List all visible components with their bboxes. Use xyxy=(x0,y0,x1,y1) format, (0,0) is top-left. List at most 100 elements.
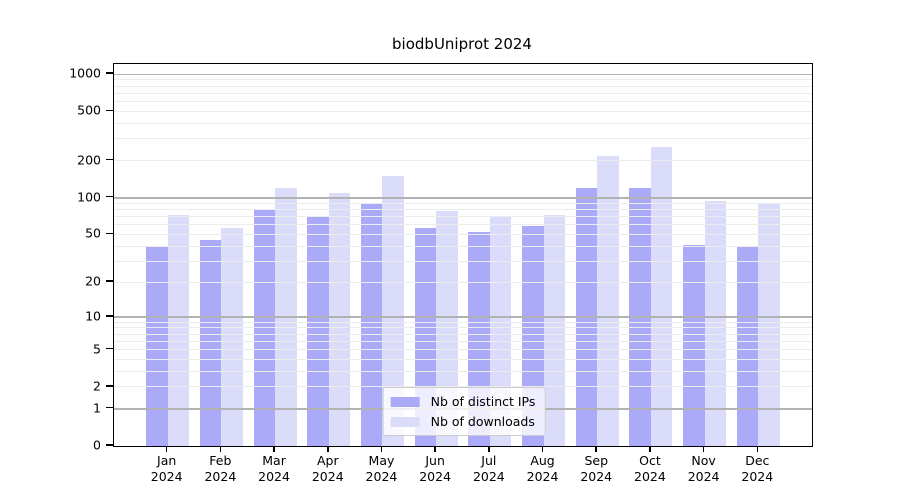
bar-nb-of-downloads-apr xyxy=(328,192,351,446)
bar-nb-of-distinct-ips-nov xyxy=(683,244,705,446)
x-tick-label-sep: Sep 2024 xyxy=(561,453,631,484)
y-tick-mark-200 xyxy=(106,158,113,161)
x-tick-year-jun: 2024 xyxy=(419,468,452,484)
gridline-200 xyxy=(114,160,812,162)
gridline-100 xyxy=(114,197,812,199)
x-tick-mark-jul xyxy=(488,446,490,452)
x-tick-label-may: May 2024 xyxy=(346,453,416,484)
gridline-1000 xyxy=(114,73,812,76)
gridline-700 xyxy=(114,92,812,94)
bar-nb-of-downloads-dec xyxy=(758,203,780,446)
y-tick-mark-100 xyxy=(106,195,113,198)
bar-nb-of-downloads-nov xyxy=(704,200,727,446)
gridline-50 xyxy=(114,233,812,235)
y-tick-label-0: 0 xyxy=(93,437,101,453)
gridline-300 xyxy=(114,138,812,140)
x-tick-mark-dec xyxy=(756,446,759,452)
x-tick-month-may: May xyxy=(368,453,395,468)
gridline-90 xyxy=(114,202,812,204)
y-tick-label-100: 100 xyxy=(77,189,101,205)
y-tick-mark-0 xyxy=(106,444,113,446)
bar-nb-of-distinct-ips-jan xyxy=(146,246,168,446)
y-tick-mark-20 xyxy=(106,280,113,282)
x-tick-year-mar: 2024 xyxy=(258,468,290,484)
legend: Nb of distinct IPs Nb of downloads xyxy=(382,387,546,436)
x-tick-month-sep: Sep xyxy=(584,453,608,468)
x-tick-year-jan: 2024 xyxy=(150,468,183,484)
x-tick-mark-jun xyxy=(434,446,436,452)
bar-nb-of-distinct-ips-oct xyxy=(629,187,651,446)
y-tick-mark-500 xyxy=(106,109,113,112)
chart-title: biodbUniprot 2024 xyxy=(392,35,532,53)
y-tick-mark-2 xyxy=(106,385,113,387)
x-tick-month-jul: Jul xyxy=(481,453,497,468)
bar-nb-of-downloads-aug xyxy=(543,215,566,446)
bar-nb-of-distinct-ips-dec xyxy=(736,246,759,446)
gridline-9 xyxy=(114,321,812,323)
x-tick-mark-jan xyxy=(165,446,168,452)
y-tick-mark-5 xyxy=(106,347,113,350)
x-tick-month-apr: Apr xyxy=(316,453,339,468)
gridline-20 xyxy=(114,281,812,283)
x-tick-mark-may xyxy=(380,446,383,452)
x-tick-year-may: 2024 xyxy=(365,468,398,484)
gridline-70 xyxy=(114,216,812,218)
x-tick-mark-apr xyxy=(327,446,329,452)
x-tick-label-apr: Apr 2024 xyxy=(293,453,363,484)
legend-label-distinct-ips: Nb of distinct IPs xyxy=(430,394,536,409)
x-tick-month-nov: Nov xyxy=(691,453,716,468)
x-tick-label-jan: Jan 2024 xyxy=(132,453,202,484)
x-tick-year-aug: 2024 xyxy=(526,468,559,484)
legend-label-downloads: Nb of downloads xyxy=(430,414,535,429)
x-tick-label-feb: Feb 2024 xyxy=(185,453,255,484)
x-tick-mark-mar xyxy=(273,446,275,452)
x-tick-mark-feb xyxy=(219,446,222,452)
x-tick-month-mar: Mar xyxy=(262,453,286,468)
gridline-7 xyxy=(114,333,812,335)
y-tick-mark-1 xyxy=(106,406,113,409)
y-tick-mark-10 xyxy=(106,315,113,317)
gridline-500 xyxy=(114,110,812,112)
x-tick-label-aug: Aug 2024 xyxy=(508,453,578,484)
x-tick-mark-aug xyxy=(541,446,544,452)
gridline-800 xyxy=(114,85,812,87)
x-tick-month-jan: Jan xyxy=(157,453,177,468)
x-tick-month-feb: Feb xyxy=(209,453,232,468)
gridline-8 xyxy=(114,327,812,329)
y-tick-label-1: 1 xyxy=(93,400,101,416)
gridline-3 xyxy=(114,370,812,372)
x-tick-year-feb: 2024 xyxy=(204,468,237,484)
x-tick-mark-sep xyxy=(595,446,597,452)
gridline-600 xyxy=(114,101,812,103)
x-tick-year-jul: 2024 xyxy=(472,468,505,484)
gridline-80 xyxy=(114,209,812,211)
x-tick-label-dec: Dec 2024 xyxy=(722,453,792,484)
x-tick-label-jun: Jun 2024 xyxy=(400,453,470,484)
bar-nb-of-downloads-oct xyxy=(650,146,673,446)
gridline-6 xyxy=(114,340,812,342)
x-tick-label-nov: Nov 2024 xyxy=(669,453,739,484)
legend-item-distinct-ips: Nb of distinct IPs xyxy=(390,394,536,409)
y-tick-label-10: 10 xyxy=(85,308,101,324)
gridline-900 xyxy=(114,79,812,81)
bar-nb-of-distinct-ips-mar xyxy=(253,209,276,446)
x-tick-label-jul: Jul 2024 xyxy=(454,453,524,484)
bar-nb-of-distinct-ips-apr xyxy=(307,215,329,446)
bar-nb-of-downloads-feb xyxy=(221,227,243,446)
gridline-5 xyxy=(114,349,812,351)
x-tick-label-oct: Oct 2024 xyxy=(615,453,685,484)
y-tick-label-20: 20 xyxy=(85,273,101,289)
gridline-4 xyxy=(114,358,812,360)
bar-nb-of-distinct-ips-may xyxy=(360,204,383,446)
legend-swatch-distinct-ips xyxy=(390,396,420,407)
bar-nb-of-downloads-mar xyxy=(275,187,297,446)
y-tick-label-1000: 1000 xyxy=(69,65,101,81)
bar-nb-of-distinct-ips-sep xyxy=(575,187,598,446)
y-tick-label-50: 50 xyxy=(85,225,101,241)
x-tick-month-oct: Oct xyxy=(639,453,661,468)
x-tick-year-dec: 2024 xyxy=(741,468,774,484)
x-tick-mark-oct xyxy=(649,446,651,452)
bar-nb-of-downloads-sep xyxy=(597,156,619,446)
x-tick-month-dec: Dec xyxy=(745,453,770,468)
